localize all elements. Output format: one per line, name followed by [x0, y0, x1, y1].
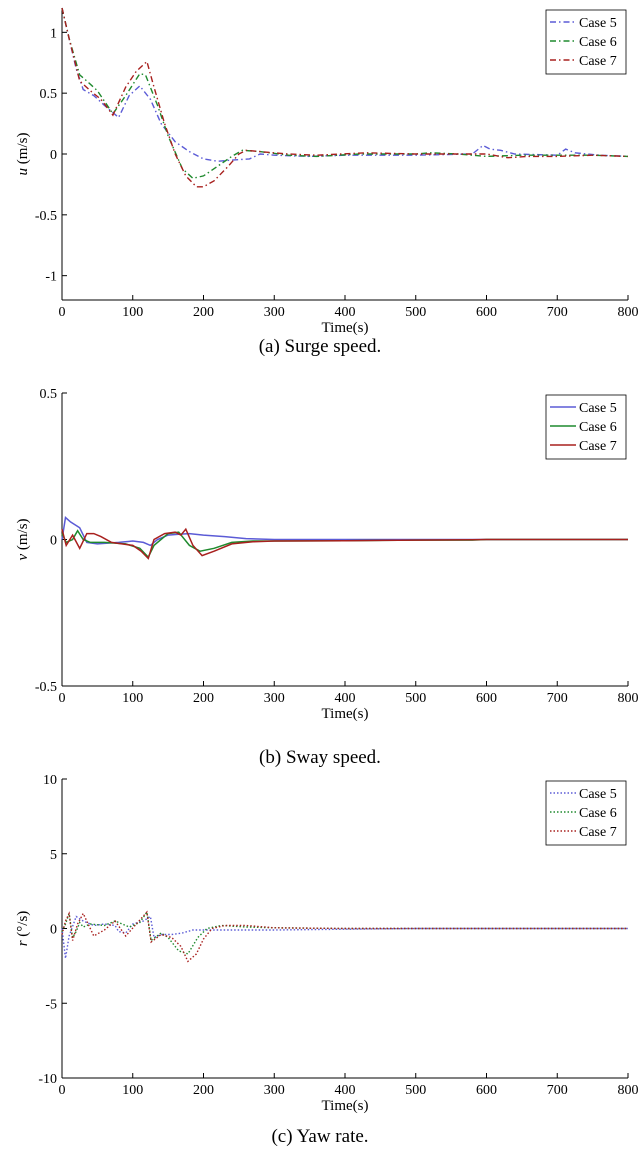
- y-axis-label: u (m/s): [15, 133, 31, 176]
- x-tick-label: 800: [618, 305, 639, 320]
- x-tick-label: 300: [264, 305, 285, 320]
- x-tick-label: 500: [405, 1083, 426, 1098]
- x-tick-label: 300: [264, 691, 285, 706]
- x-tick-label: 200: [193, 305, 214, 320]
- series-line-case-5: [61, 915, 628, 959]
- figure-caption: (b) Sway speed.: [259, 747, 381, 768]
- y-axis-variable: v: [15, 554, 31, 561]
- legend-label: Case 5: [579, 401, 617, 416]
- legend-label: Case 7: [579, 439, 617, 454]
- y-axis-variable: r: [15, 940, 31, 946]
- x-tick-label: 600: [476, 1083, 497, 1098]
- x-tick-label: 300: [264, 1083, 285, 1098]
- y-axis-label: v (m/s): [15, 518, 31, 560]
- y-tick-label: -1: [45, 270, 57, 285]
- chart-panel-3: 0 100 200 300 400 500 600 700 800 -10 -5 0 5 10 Time(s…: [15, 773, 639, 1147]
- figure-caption: (c) Yaw rate.: [271, 1126, 368, 1147]
- x-tick-label: 400: [335, 1083, 356, 1098]
- y-axis-unit: (m/s): [15, 133, 31, 168]
- x-axis-label: Time(s): [322, 706, 369, 722]
- legend-label: Case 7: [579, 825, 617, 840]
- y-tick-label: 0: [50, 148, 57, 163]
- y-tick-label: -0.5: [35, 680, 57, 695]
- x-tick-label: 700: [547, 691, 568, 706]
- x-axis-label: Time(s): [322, 320, 369, 336]
- x-tick-label: 800: [618, 691, 639, 706]
- legend-label: Case 7: [579, 54, 617, 69]
- series-line-case-6: [61, 7, 629, 180]
- y-tick-label: 10: [43, 773, 57, 788]
- legend-box: [545, 780, 627, 846]
- x-tick-label: 500: [405, 305, 426, 320]
- y-tick-label: 0.5: [40, 387, 58, 402]
- series-line-case-7: [61, 527, 628, 560]
- y-tick-label: -5: [45, 997, 57, 1012]
- x-tick-label: 700: [547, 305, 568, 320]
- series-line-case-5: [61, 7, 629, 163]
- legend-label: Case 6: [579, 35, 617, 50]
- x-tick-label: 800: [618, 1083, 639, 1098]
- y-axis-variable: u: [15, 168, 31, 176]
- legend-box: [545, 394, 627, 460]
- legend-box: [545, 9, 627, 75]
- x-tick-label: 600: [476, 691, 497, 706]
- x-axis-label: Time(s): [322, 1098, 369, 1114]
- y-axis-unit: (°/s): [15, 911, 31, 941]
- x-tick-label: 200: [193, 1083, 214, 1098]
- y-axis-label: r (°/s): [15, 911, 31, 947]
- legend-label: Case 5: [579, 787, 617, 802]
- legend-label: Case 5: [579, 16, 617, 31]
- chart-panel-2: 0 100 200 300 400 500 600 700 800-0.500.5Time(s)…: [15, 387, 639, 768]
- x-tick-label: 0: [59, 691, 66, 706]
- series-line-case-6: [61, 910, 628, 955]
- legend: Case 5 Case 6 Case 7: [545, 9, 627, 75]
- x-tick-label: 400: [335, 691, 356, 706]
- chart-panel-1: 0 100 200 300 400 500 600 700 800 -1 -0.5 0 0.5 1 Time…: [15, 7, 639, 357]
- x-tick-label: 100: [122, 305, 143, 320]
- y-tick-label: 0.5: [40, 87, 58, 102]
- x-tick-label: 700: [547, 1083, 568, 1098]
- x-tick-label: 200: [193, 691, 214, 706]
- y-tick-label: -10: [38, 1072, 57, 1087]
- x-tick-label: 0: [59, 1083, 66, 1098]
- x-tick-label: 100: [122, 1083, 143, 1098]
- legend-label: Case 6: [579, 420, 617, 435]
- y-axis-unit: (m/s): [15, 518, 31, 553]
- x-tick-label: 600: [476, 305, 497, 320]
- x-tick-label: 400: [335, 305, 356, 320]
- figure-caption: (a) Surge speed.: [259, 336, 382, 357]
- x-tick-label: 0: [59, 305, 66, 320]
- x-tick-label: 100: [122, 691, 143, 706]
- y-tick-label: 0: [50, 534, 57, 549]
- y-tick-label: 1: [50, 26, 57, 41]
- legend-label: Case 6: [579, 806, 617, 821]
- series-line-case-7: [61, 7, 629, 188]
- legend: Case 5 Case 6 Case 7: [545, 780, 627, 846]
- legend: Case 5 Case 6 Case 7: [545, 394, 627, 460]
- y-tick-label: 5: [50, 848, 57, 863]
- x-tick-label: 500: [405, 691, 426, 706]
- y-tick-label: -0.5: [35, 209, 57, 224]
- y-tick-label: 0: [50, 923, 57, 938]
